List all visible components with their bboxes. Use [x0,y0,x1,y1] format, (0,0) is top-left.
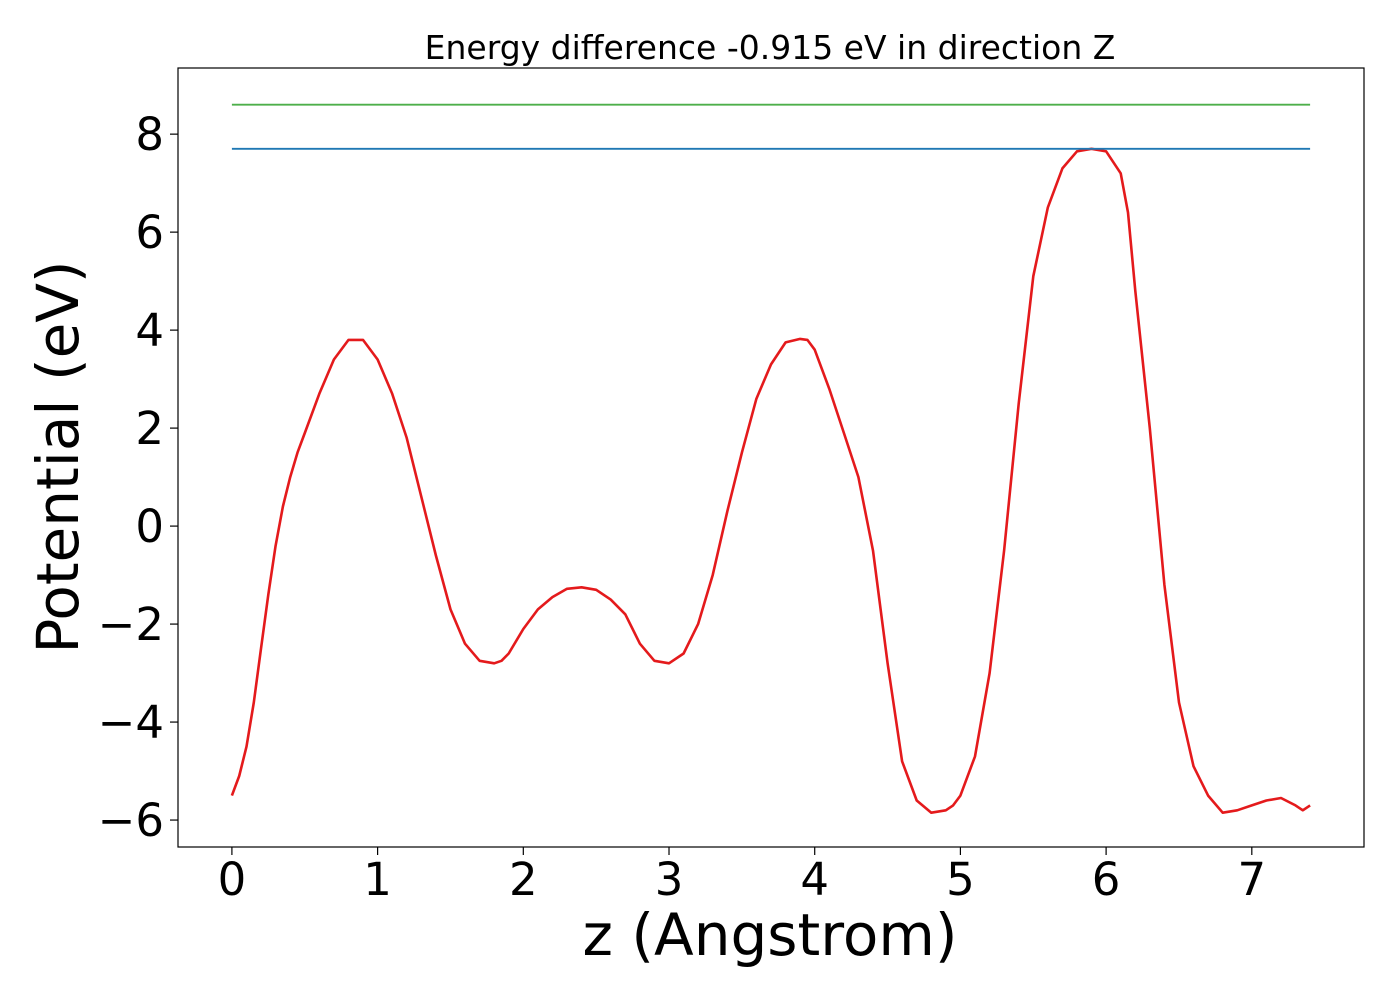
x-tick-label: 3 [655,853,684,906]
x-tick-label: 6 [1092,853,1121,906]
series-line-0 [230,147,1311,815]
y-tick-label: 0 [135,500,164,553]
y-tick-label: −6 [98,794,164,847]
x-tick-label: 1 [363,853,392,906]
y-tick-label: 6 [135,206,164,259]
y-tick-label: 4 [135,304,164,357]
y-axis-ticks: −6 −4 −2 0 2 4 6 8 [98,108,178,847]
y-tick-label: 2 [135,402,164,455]
plot-area-frame [177,67,1365,848]
y-tick-label: −2 [98,598,164,651]
chart-title: Energy difference -0.915 eV in direction… [425,28,1116,67]
y-axis-label: Potential (eV) [24,260,92,653]
y-tick-label: −4 [98,696,164,749]
x-tick-label: 5 [946,853,975,906]
series-layer [230,103,1311,815]
x-tick-label: 4 [800,853,829,906]
x-axis-ticks: 0 1 2 3 4 5 6 7 [218,847,1266,906]
y-tick-label: 8 [135,108,164,161]
x-axis-label: z (Angstrom) [583,901,958,969]
x-tick-label: 7 [1237,853,1266,906]
x-tick-label: 0 [218,853,247,906]
x-tick-label: 2 [509,853,538,906]
